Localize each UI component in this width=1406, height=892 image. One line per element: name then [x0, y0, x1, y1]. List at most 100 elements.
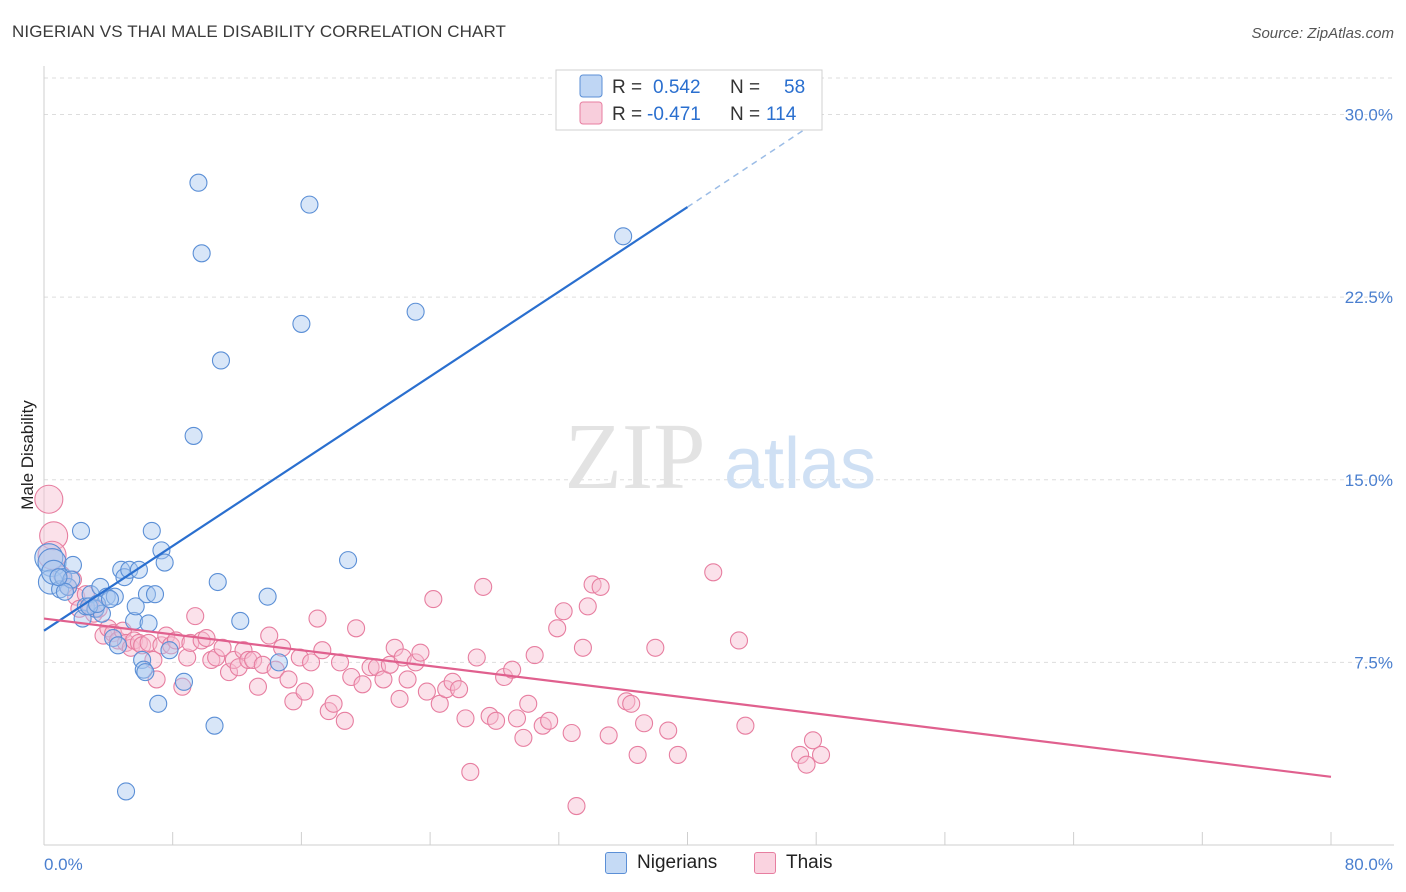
bottom-swatch-thais	[754, 852, 776, 874]
bottom-legend-label-nigerians: Nigerians	[637, 852, 718, 873]
nigerians-trend-extension	[687, 121, 817, 208]
thais-point-84	[487, 711, 506, 730]
nigerians-points	[34, 173, 633, 801]
nigerians-point-50	[116, 782, 136, 801]
x-tick-labels: 0.0% 80.0%	[44, 855, 1393, 874]
bottom-legend-thais: Thais	[754, 852, 832, 874]
nigerians-point-18	[108, 636, 128, 655]
thais-point-101	[599, 726, 618, 745]
nigerians-point-57	[136, 663, 155, 682]
trend-lines	[43, 121, 1332, 778]
y-tick-labels: 7.5% 15.0% 22.5% 30.0%	[1345, 106, 1393, 673]
thais-point-0	[34, 484, 64, 514]
nigerians-point-44	[269, 653, 288, 672]
thais-point-52	[295, 682, 314, 701]
nigerians-point-39	[205, 716, 224, 735]
thais-point-79	[456, 709, 475, 728]
thais-point-35	[202, 650, 221, 669]
legend-box: R = 0.542 N = 58 R = -0.471 N = 114	[555, 69, 823, 131]
nigerians-trend-line	[43, 206, 689, 632]
thais-point-92	[540, 711, 559, 730]
thais-point-90	[525, 646, 544, 665]
thais-point-77	[443, 672, 462, 691]
thais-point-96	[567, 796, 586, 816]
thais-point-43	[244, 650, 263, 669]
thais-point-113	[797, 755, 816, 774]
thais-point-111	[736, 716, 755, 735]
thais-point-80	[461, 762, 480, 782]
y-tick-label-2: 22.5%	[1345, 288, 1393, 307]
thais-point-46	[260, 626, 279, 645]
bottom-swatch-nigerians	[605, 852, 627, 874]
thais-point-32	[186, 607, 205, 626]
nigerians-point-34	[160, 641, 179, 660]
thais-point-88	[514, 728, 533, 747]
watermark-zip: ZIP	[565, 405, 706, 509]
legend-n-label-1: N =	[730, 77, 760, 98]
thais-point-53	[302, 653, 321, 672]
nigerians-point-42	[231, 611, 250, 631]
nigerians-point-38	[192, 244, 211, 263]
nigerians-point-33	[155, 553, 174, 572]
bottom-legend-label-thais: Thais	[786, 852, 833, 873]
thais-point-55	[313, 641, 332, 660]
thais-point-20	[129, 633, 148, 652]
thais-point-112	[791, 745, 810, 764]
thais-point-114	[803, 731, 823, 750]
thais-point-41	[234, 641, 253, 660]
legend-n-value-1: 58	[784, 77, 805, 98]
thais-point-73	[417, 682, 436, 701]
legend-n-label-2: N =	[730, 104, 760, 125]
y-tick-label-0: 7.5%	[1354, 653, 1393, 672]
axes	[43, 66, 1394, 846]
nigerians-point-2	[37, 569, 63, 595]
thais-point-89	[519, 694, 538, 713]
thais-point-94	[554, 602, 573, 621]
chart-source: Source: ZipAtlas.com	[1251, 25, 1394, 42]
x-tick-label-1: 80.0%	[1345, 855, 1393, 874]
thais-point-109	[704, 563, 723, 582]
nigerians-point-8	[71, 521, 91, 540]
thais-point-93	[548, 619, 567, 638]
x-tick-label-0: 0.0%	[44, 855, 83, 874]
nigerians-point-55	[100, 590, 120, 609]
thais-point-86	[503, 660, 522, 679]
nigerians-point-30	[145, 585, 165, 604]
nigerians-point-40	[208, 572, 227, 592]
thais-point-74	[424, 590, 443, 609]
nigerians-point-41	[211, 351, 231, 370]
thais-points	[34, 484, 831, 816]
nigerians-point-29	[142, 521, 161, 540]
thais-point-42	[239, 650, 258, 669]
thais-point-24	[147, 670, 166, 689]
thais-point-60	[342, 667, 361, 687]
thais-point-103	[622, 694, 641, 713]
thais-point-100	[591, 577, 610, 596]
legend-n-value-2: 114	[766, 104, 797, 125]
thais-point-68	[390, 689, 409, 708]
thais-point-30	[178, 648, 197, 667]
y-tick-label-1: 15.0%	[1345, 471, 1393, 490]
bottom-legend-nigerians: Nigerians	[605, 852, 717, 874]
thais-point-59	[335, 711, 354, 730]
thais-point-49	[279, 670, 298, 689]
thais-point-70	[398, 670, 417, 689]
nigerians-point-36	[184, 426, 203, 445]
thais-point-110	[729, 631, 749, 650]
thais-point-33	[192, 631, 211, 650]
nigerians-point-43	[258, 587, 277, 606]
thais-point-44	[248, 677, 268, 696]
thais-point-97	[573, 638, 592, 657]
nigerians-point-23	[126, 597, 145, 616]
legend-swatch-nigerians	[579, 74, 603, 98]
nigerians-point-0	[34, 543, 64, 573]
thais-point-78	[450, 680, 469, 699]
legend-r-value-1: 0.542	[653, 77, 701, 98]
thais-point-38	[219, 663, 239, 682]
nigerians-point-31	[149, 694, 168, 713]
nigerians-point-47	[339, 551, 358, 570]
thais-point-95	[562, 723, 581, 743]
thais-point-102	[617, 692, 636, 711]
nigerians-point-37	[189, 173, 208, 192]
